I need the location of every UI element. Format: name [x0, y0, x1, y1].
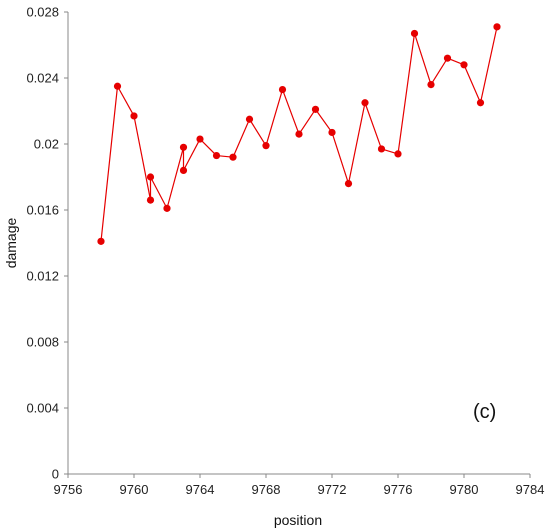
- x-axis-title: position: [274, 512, 322, 528]
- x-tick-label: 9776: [384, 482, 413, 497]
- data-point: [97, 237, 105, 245]
- data-point: [130, 112, 138, 120]
- x-tick-label: 9760: [120, 482, 149, 497]
- y-tick-label: 0.008: [26, 335, 59, 350]
- data-point: [163, 204, 171, 212]
- data-point: [460, 61, 468, 69]
- data-point: [410, 29, 419, 38]
- y-tick-label: 0.028: [26, 5, 59, 20]
- axes: [67, 12, 530, 475]
- y-axis-title: damage: [3, 217, 19, 268]
- y-tick-label: 0.004: [26, 401, 59, 416]
- data-point: [328, 128, 336, 137]
- data-point: [361, 99, 369, 107]
- data-point: [245, 115, 254, 123]
- data-point: [344, 180, 353, 188]
- x-tick-label: 9772: [318, 482, 347, 497]
- data-point: [196, 135, 204, 143]
- data-point: [262, 142, 270, 150]
- y-tick-label: 0.016: [26, 203, 59, 218]
- x-tick-label: 9764: [186, 482, 215, 497]
- data-point: [146, 173, 155, 181]
- data-point: [229, 153, 237, 161]
- data-point: [295, 130, 303, 138]
- x-tick-label: 9784: [516, 482, 545, 497]
- series-layer: [97, 23, 501, 245]
- y-tick-label: 0: [52, 467, 59, 482]
- y-tick-label: 0.012: [26, 269, 59, 284]
- data-point: [377, 145, 386, 153]
- data-point: [278, 85, 287, 94]
- data-point: [113, 82, 122, 90]
- y-tick-label: 0.024: [26, 71, 59, 86]
- data-point: [394, 150, 402, 158]
- data-point: [443, 54, 452, 62]
- data-point: [179, 143, 188, 151]
- data-point: [311, 105, 320, 113]
- x-tick-label: 9768: [252, 482, 281, 497]
- data-point: [427, 81, 435, 89]
- x-tick-label: 9780: [450, 482, 479, 497]
- data-point: [179, 166, 188, 174]
- data-point: [212, 151, 221, 160]
- y-tick-label: 0.02: [34, 137, 59, 152]
- data-point: [493, 23, 501, 31]
- x-tick-label: 9756: [54, 482, 83, 497]
- ticks: 0 0.004 0.008 0.012 0.016 0.02 0.024 0.028 9756 9…: [26, 5, 544, 498]
- panel-label: (c): [473, 401, 496, 423]
- data-point: [476, 99, 485, 107]
- data-point: [146, 196, 155, 204]
